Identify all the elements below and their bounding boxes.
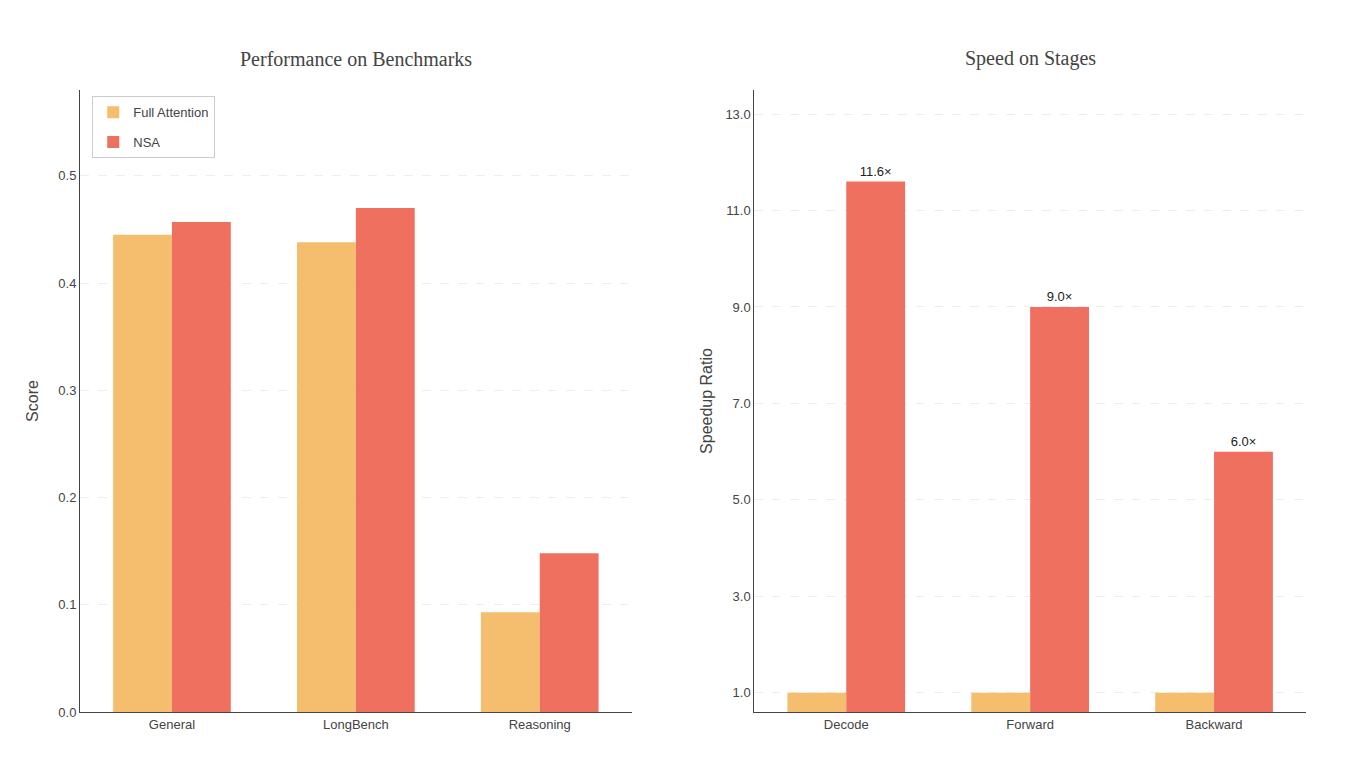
svg-text:3.0: 3.0 (733, 589, 751, 604)
svg-text:Performance on Benchmarks: Performance on Benchmarks (240, 48, 472, 70)
svg-text:11.6×: 11.6× (860, 164, 892, 179)
svg-text:Decode: Decode (824, 717, 869, 732)
svg-text:Score: Score (24, 380, 41, 422)
svg-text:0.4: 0.4 (58, 276, 76, 291)
svg-text:0.3: 0.3 (58, 383, 76, 398)
svg-text:9.0×: 9.0× (1047, 289, 1073, 304)
svg-text:0.5: 0.5 (58, 168, 76, 183)
svg-text:7.0: 7.0 (733, 396, 751, 411)
svg-text:11.0: 11.0 (726, 203, 750, 218)
svg-text:5.0: 5.0 (733, 492, 751, 507)
svg-text:0.2: 0.2 (58, 490, 76, 505)
svg-text:Forward: Forward (1006, 717, 1054, 732)
svg-text:NSA: NSA (133, 135, 160, 150)
svg-text:Backward: Backward (1186, 717, 1243, 732)
svg-text:0.1: 0.1 (58, 597, 76, 612)
svg-text:Reasoning: Reasoning (509, 717, 571, 732)
svg-text:Speedup Ratio: Speedup Ratio (698, 348, 715, 454)
svg-text:6.0×: 6.0× (1231, 434, 1257, 449)
svg-text:0.0: 0.0 (58, 705, 76, 720)
svg-text:Full Attention: Full Attention (133, 105, 208, 120)
svg-text:General: General (149, 717, 195, 732)
svg-text:13.0: 13.0 (725, 107, 750, 122)
svg-text:9.0: 9.0 (733, 300, 751, 315)
svg-text:LongBench: LongBench (323, 717, 389, 732)
svg-text:1.0: 1.0 (733, 685, 751, 700)
svg-text:Speed on Stages: Speed on Stages (965, 47, 1096, 70)
